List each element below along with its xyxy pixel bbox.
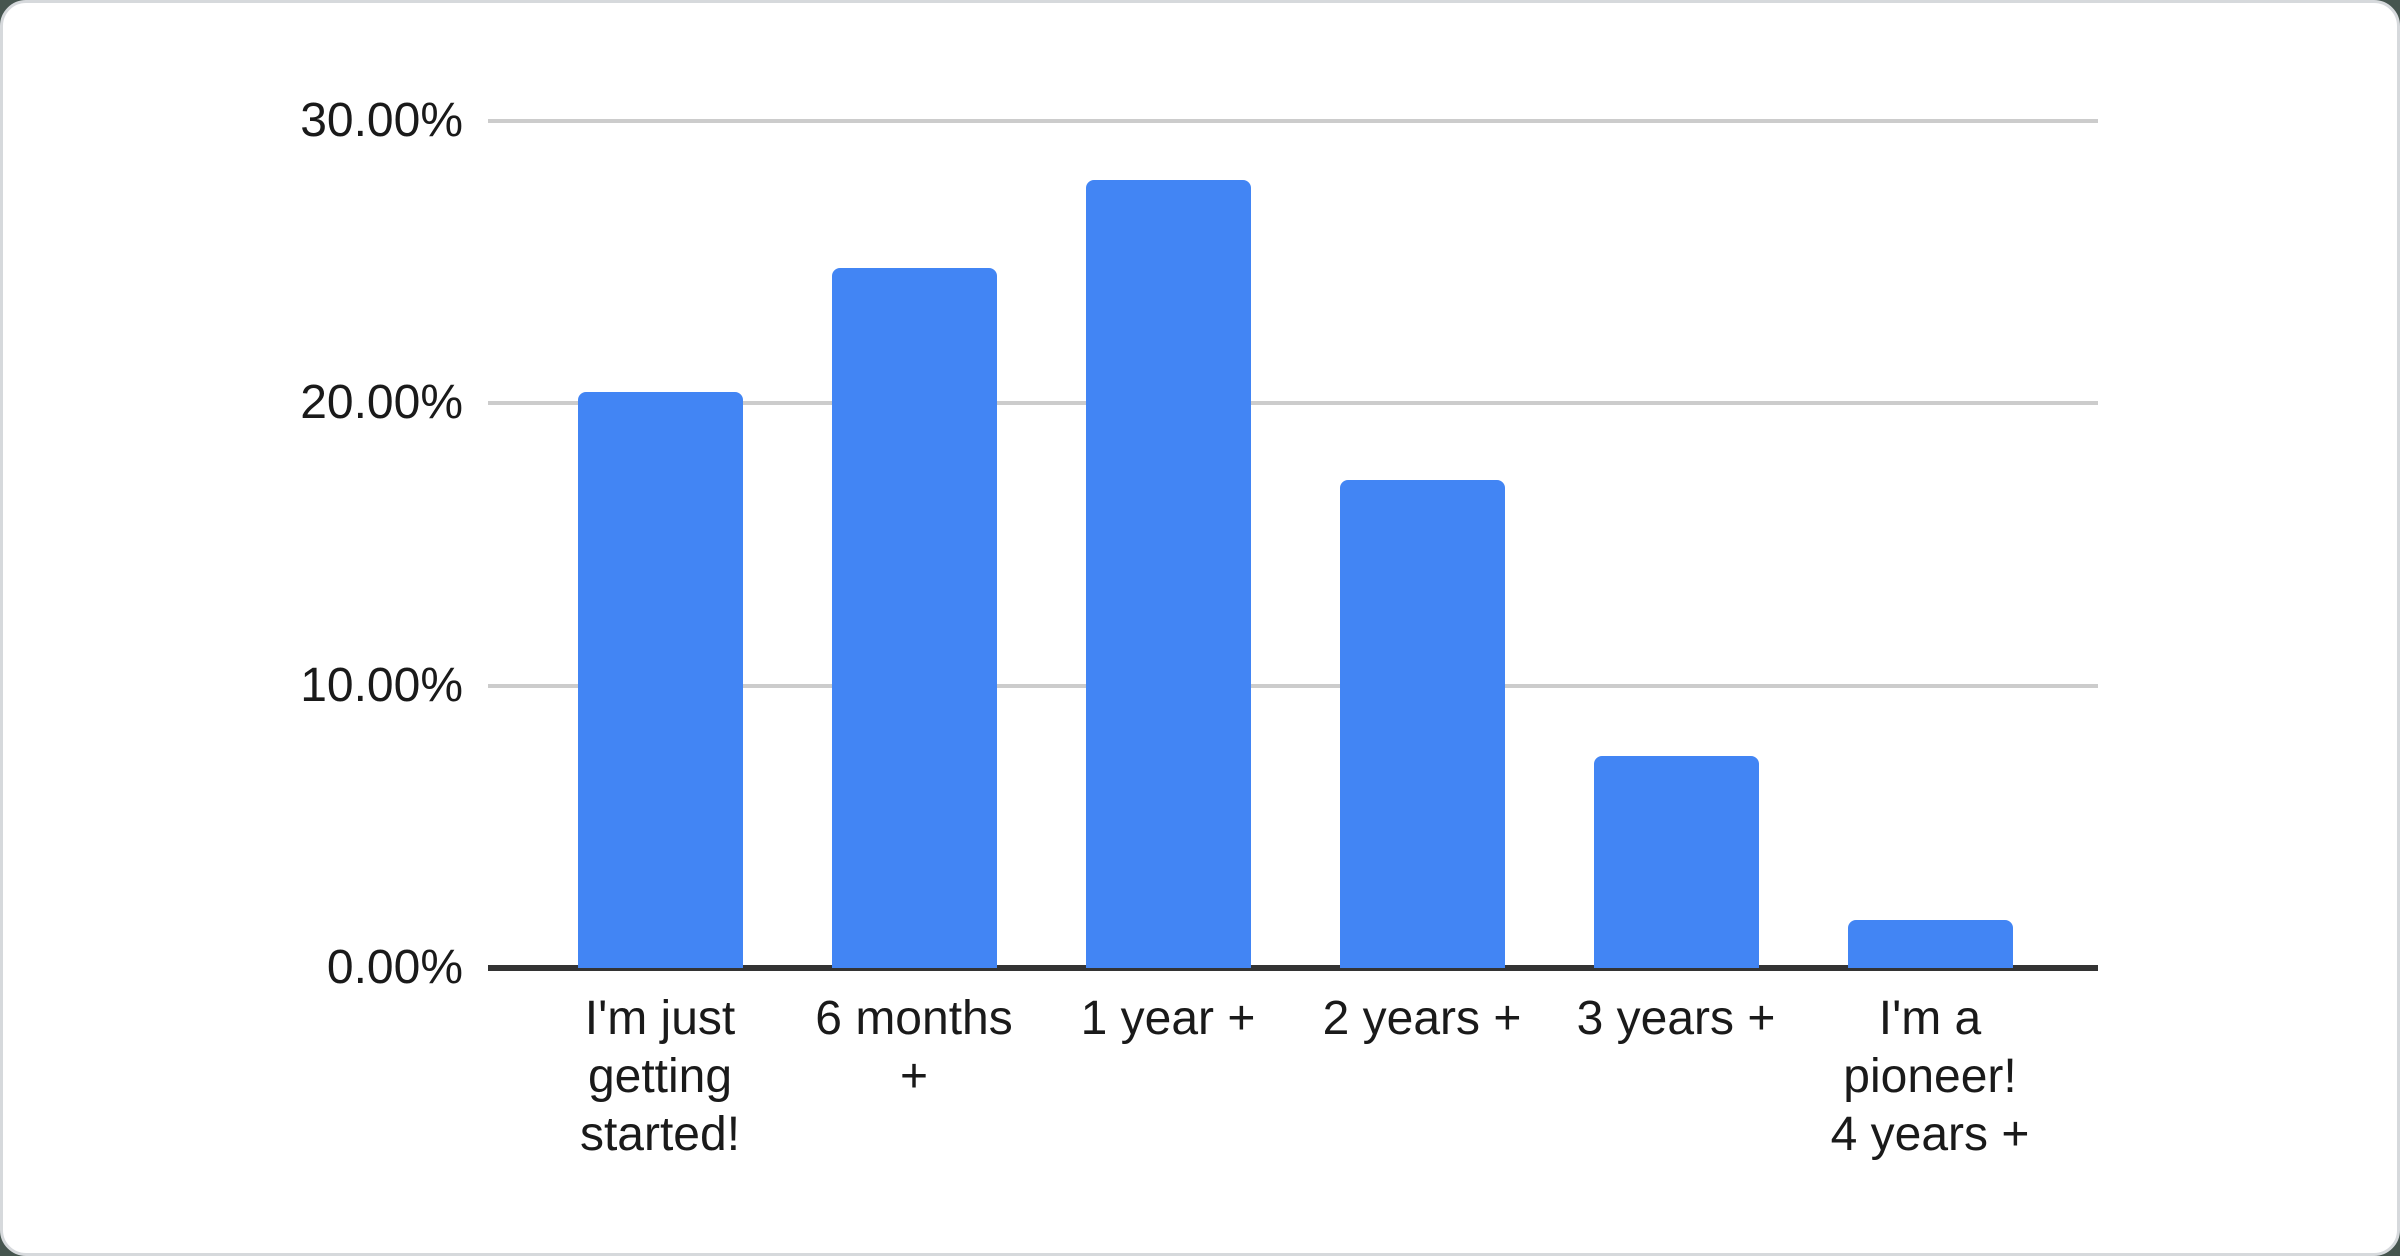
x-axis-tick-label: 6 months + [815,992,1013,1103]
bar-6 [1847,920,2013,968]
x-axis-tick-label: I'm just getting started! [579,992,741,1161]
bar-2 [831,267,997,968]
bar-4 [1339,479,1505,968]
y-axis-tick-label: 20.00% [300,376,463,430]
y-axis-tick-label: 10.00% [300,658,463,712]
bar-1 [577,392,743,968]
x-axis-tick-label: I'm a pioneer! 4 years + [1830,992,2030,1161]
bar-3 [1085,180,1251,968]
x-axis-tick-label: 2 years + [1322,992,1522,1045]
y-axis-tick-label: 0.00% [326,941,463,994]
bar-5 [1593,756,1759,968]
gridline-30pct [488,119,2098,123]
gridline-20pct [488,401,2098,406]
y-axis-tick-label: 30.00% [300,94,463,147]
x-axis-tick-label: 3 years + [1576,992,1776,1045]
gridline-10pct [488,683,2098,688]
x-axis-tick-label: 1 year + [1080,992,1256,1045]
x-axis-baseline [488,965,2098,971]
